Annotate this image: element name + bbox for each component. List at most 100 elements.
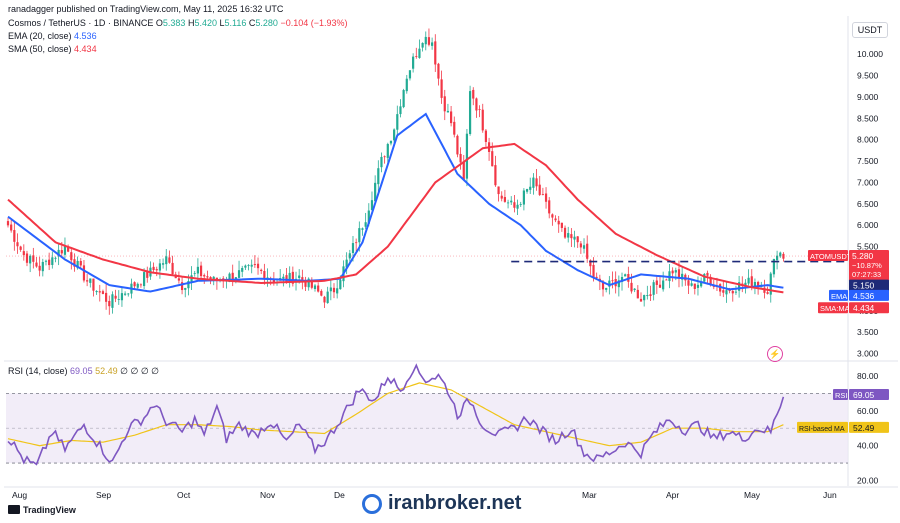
candle-body xyxy=(282,276,285,279)
ema-price-tag xyxy=(829,289,848,301)
candle-body xyxy=(662,280,665,290)
candle-body xyxy=(345,259,348,268)
candle-body xyxy=(298,275,301,279)
candle-body xyxy=(747,277,750,284)
candle-body xyxy=(529,186,532,190)
candle-body xyxy=(437,63,440,79)
candle-body xyxy=(649,294,652,296)
time-tick-label: Nov xyxy=(260,490,276,500)
candle-body xyxy=(557,220,560,225)
candle-body xyxy=(136,283,139,288)
watermark-icon xyxy=(362,494,382,514)
rsi-legend-value: 69.05 xyxy=(70,366,93,376)
candle-body xyxy=(554,218,557,221)
candle-body xyxy=(412,56,415,69)
candle-body xyxy=(665,279,668,281)
candle-body xyxy=(253,264,256,266)
candle-body xyxy=(79,260,82,266)
time-tick-label: Apr xyxy=(666,490,679,500)
candle-body xyxy=(744,282,747,287)
candle-body xyxy=(105,292,108,302)
rsi-legend[interactable]: RSI (14, close) 69.05 52.49 ∅ ∅ ∅ ∅ xyxy=(8,366,159,377)
candle-body xyxy=(260,269,263,272)
bar-countdown: 07:27:33 xyxy=(852,270,881,279)
candle-body xyxy=(418,48,421,58)
candle-body xyxy=(772,258,776,275)
currency-button[interactable]: USDT xyxy=(852,22,888,38)
candle-body xyxy=(617,280,620,288)
candle-body xyxy=(114,295,117,299)
rsi-legend-label: RSI (14, close) xyxy=(8,366,68,376)
time-tick-label: Mar xyxy=(582,490,597,500)
candle-body xyxy=(548,200,551,214)
candle-body xyxy=(620,276,624,282)
candle-body xyxy=(48,259,51,266)
candle-body xyxy=(76,260,79,269)
candle-body xyxy=(478,109,481,110)
sma-legend-value: 4.434 xyxy=(74,44,97,54)
rsi-tick-label: 40.00 xyxy=(857,441,879,451)
candle-body xyxy=(63,245,67,255)
rsi-tag-text: RSI xyxy=(835,391,848,400)
close-label: C xyxy=(248,18,256,28)
last-price-value: 5.280 xyxy=(852,251,874,261)
ema-legend[interactable]: EMA (20, close) 4.536 xyxy=(8,31,97,41)
candle-body xyxy=(44,260,48,262)
candle-body xyxy=(506,202,510,204)
candle-body xyxy=(304,281,307,287)
candle-body xyxy=(29,255,32,264)
candle-body xyxy=(73,259,76,267)
candle-body xyxy=(760,286,763,288)
lightning-icon[interactable]: ⚡ xyxy=(767,346,783,362)
ema-legend-value: 4.536 xyxy=(74,31,97,41)
candle-body xyxy=(389,140,393,144)
ema-price-box xyxy=(849,289,889,301)
candle-body xyxy=(108,300,111,307)
sma-line xyxy=(7,142,784,294)
candle-body xyxy=(560,222,563,228)
candle-body xyxy=(734,291,738,293)
rsi-tick-label: 80.00 xyxy=(857,371,879,381)
candle-body xyxy=(158,263,162,271)
sma-price-box xyxy=(849,302,889,314)
ema-price-value: 4.536 xyxy=(853,291,875,301)
sma-price-tag xyxy=(818,302,848,314)
candle-body xyxy=(522,190,525,205)
sma-legend[interactable]: SMA (50, close) 4.434 xyxy=(8,44,97,54)
candle-body xyxy=(247,265,250,266)
candle-body xyxy=(256,263,260,269)
candle-body xyxy=(25,253,29,263)
high-label: H xyxy=(187,18,195,28)
candle-body xyxy=(377,168,380,185)
candle-body xyxy=(320,290,323,296)
candle-body xyxy=(101,291,105,295)
close-value: 5.280 xyxy=(255,18,278,28)
candle-body xyxy=(652,282,655,295)
price-tick-label: 8.000 xyxy=(857,135,879,145)
candle-body xyxy=(348,253,351,259)
candle-body xyxy=(779,252,782,257)
candle-body xyxy=(332,287,336,293)
rsi-ma-value-box xyxy=(849,421,889,433)
candle-body xyxy=(358,228,361,243)
price-tick-label: 9.000 xyxy=(857,92,879,102)
tradingview-logo[interactable]: TradingView xyxy=(8,505,76,515)
candle-body xyxy=(139,284,143,286)
candle-body xyxy=(142,272,146,287)
candle-body xyxy=(177,278,181,281)
candle-body xyxy=(570,234,573,239)
rsi-line xyxy=(7,363,785,466)
candle-body xyxy=(161,263,165,265)
candle-body xyxy=(782,253,785,259)
candle-body xyxy=(750,276,753,287)
candle-body xyxy=(70,252,73,261)
candle-body xyxy=(272,279,275,283)
candle-body xyxy=(57,249,60,257)
rsi-tick-label: 20.00 xyxy=(857,476,879,486)
candle-body xyxy=(323,296,326,303)
candle-body xyxy=(516,204,519,209)
time-tick-label: Sep xyxy=(96,490,111,500)
candle-body xyxy=(383,156,386,158)
candle-body xyxy=(532,177,535,188)
